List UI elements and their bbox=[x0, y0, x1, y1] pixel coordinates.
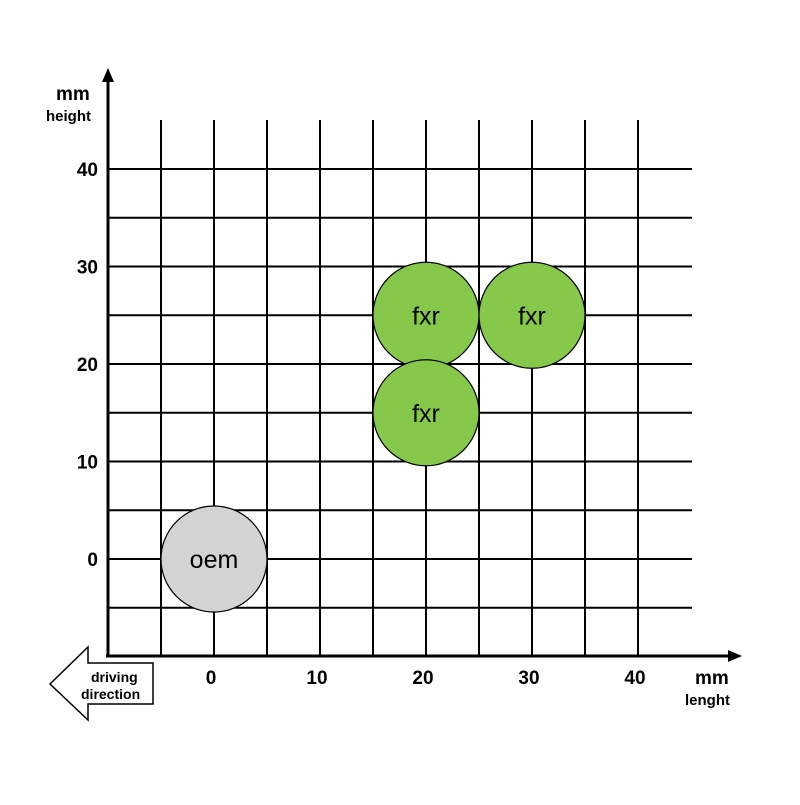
driving-arrow-line2: direction bbox=[81, 686, 140, 702]
x-tick-label: 40 bbox=[624, 668, 645, 689]
x-tick-label: 30 bbox=[518, 668, 539, 689]
x-axis-arrowhead bbox=[728, 650, 742, 662]
circle-fxr-3: fxr bbox=[372, 359, 480, 467]
x-axis-label: lenght bbox=[685, 692, 730, 709]
y-tick-label: 0 bbox=[87, 550, 98, 571]
y-tick-labels: 0 10 20 30 40 bbox=[77, 160, 98, 571]
x-tick-label: 10 bbox=[306, 668, 327, 689]
x-tick-labels: 0 10 20 30 40 bbox=[206, 668, 646, 689]
circle-label: fxr bbox=[412, 400, 440, 428]
y-axis-label: height bbox=[46, 108, 91, 125]
x-tick-label: 20 bbox=[412, 668, 433, 689]
circle-shape bbox=[478, 261, 586, 369]
x-tick-label: 0 bbox=[206, 668, 217, 689]
circle-shape bbox=[372, 359, 480, 467]
y-axis-arrowhead bbox=[102, 68, 114, 82]
y-tick-label: 30 bbox=[77, 258, 98, 279]
circle-markers: oem fxr fxr fxr bbox=[160, 261, 586, 613]
circle-label: oem bbox=[190, 546, 239, 574]
axes bbox=[102, 68, 742, 662]
y-tick-label: 10 bbox=[77, 453, 98, 474]
circle-fxr-2: fxr bbox=[478, 261, 586, 369]
circle-shape bbox=[160, 505, 268, 613]
driving-direction-arrow: driving direction bbox=[48, 645, 154, 722]
circle-label: fxr bbox=[412, 302, 440, 330]
driving-arrow-shape bbox=[48, 645, 154, 722]
y-axis-unit: mm bbox=[56, 84, 90, 105]
circle-oem-0: oem bbox=[160, 505, 268, 613]
driving-arrow-line1: driving bbox=[91, 669, 138, 685]
circle-label: fxr bbox=[518, 302, 546, 330]
x-axis-unit: mm bbox=[695, 668, 729, 689]
y-tick-label: 20 bbox=[77, 355, 98, 376]
circle-fxr-1: fxr bbox=[372, 261, 480, 369]
y-tick-label: 40 bbox=[77, 160, 98, 181]
